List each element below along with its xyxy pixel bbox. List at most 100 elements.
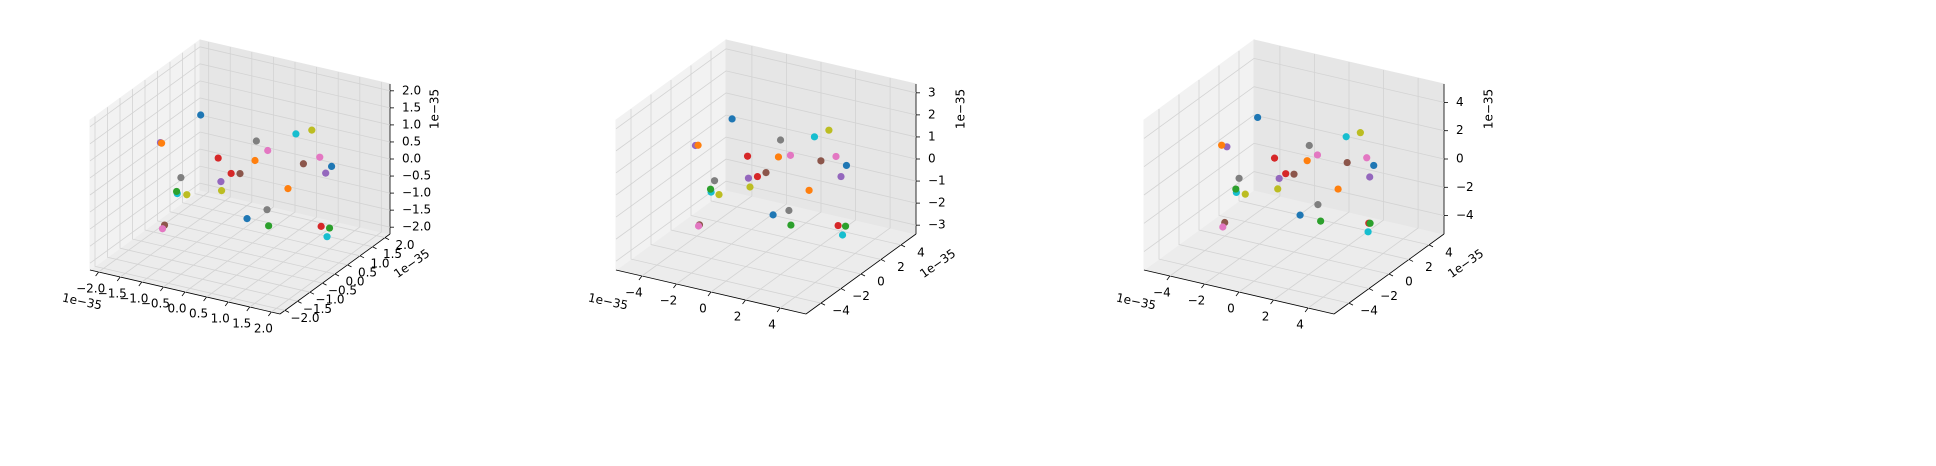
point	[825, 126, 833, 134]
point	[252, 137, 260, 145]
grid-line	[89, 148, 391, 230]
grid-line	[615, 180, 917, 262]
grid-line	[94, 116, 286, 311]
x-tick-label: 4	[1296, 318, 1304, 332]
x-tick-label: −2.0	[76, 282, 105, 296]
x-offset-text: 1e−35	[1115, 290, 1157, 312]
x-tick-label: 2	[734, 310, 742, 324]
point	[1303, 157, 1311, 165]
point	[1235, 174, 1243, 182]
z-offset-text: 1e−35	[428, 89, 442, 129]
x-tick-label: 1.5	[232, 317, 251, 331]
grid-line	[615, 136, 917, 218]
grid-line	[227, 72, 339, 303]
point	[265, 222, 273, 230]
point	[1270, 154, 1279, 162]
grid-line	[1143, 142, 1445, 224]
y-tick-label: 4	[917, 245, 925, 259]
grid-line	[157, 70, 348, 266]
z-tick-label: 0	[928, 152, 936, 166]
grid-line	[1158, 109, 1350, 304]
x-tick-label: 0.0	[167, 302, 186, 316]
z-tick-label: 2.0	[402, 83, 421, 97]
grid-line	[710, 50, 902, 246]
point	[728, 115, 736, 123]
grid-line	[1238, 62, 1350, 293]
point	[706, 185, 715, 193]
point	[710, 177, 719, 185]
y-tick	[384, 237, 390, 240]
point	[325, 224, 334, 232]
point	[785, 206, 793, 215]
point	[1317, 217, 1325, 225]
grid-line	[89, 131, 391, 213]
point	[774, 153, 783, 161]
grid-line	[670, 80, 862, 275]
grid-line	[141, 52, 253, 283]
z-tick-label: −2	[1456, 180, 1474, 194]
point	[1314, 201, 1322, 209]
z-tick-label: 2	[928, 107, 936, 121]
point	[227, 169, 235, 178]
y-tick-label: −1.0	[315, 293, 344, 307]
grid-line	[98, 42, 210, 273]
y-tick	[347, 264, 352, 268]
grid-line	[169, 61, 361, 257]
point	[837, 172, 845, 181]
y-tick	[322, 282, 327, 286]
y-tick-label: 2	[1425, 260, 1433, 274]
point	[832, 152, 840, 161]
point	[157, 139, 166, 147]
grid-line	[1143, 57, 1445, 139]
point	[1219, 223, 1227, 231]
x-tick	[246, 306, 251, 312]
point	[805, 186, 813, 194]
y-tick-label: −2.0	[290, 311, 319, 325]
point	[1366, 219, 1374, 227]
grid-line	[89, 165, 391, 247]
x-tick-label: 2	[1262, 310, 1270, 324]
y-tick-label: 1.5	[383, 247, 402, 261]
x-tick-label: 2.0	[254, 322, 273, 336]
point	[744, 174, 753, 182]
y-tick	[840, 288, 846, 291]
point	[769, 211, 777, 219]
grid-line	[249, 77, 361, 308]
point	[810, 133, 819, 141]
point	[284, 185, 292, 193]
grid-line	[615, 114, 917, 196]
grid-line	[1143, 171, 1445, 252]
z-tick-label: −1.0	[402, 186, 431, 200]
point	[292, 130, 300, 138]
grid-line	[182, 52, 373, 248]
grid-line	[615, 70, 917, 152]
grid-line	[89, 46, 391, 128]
x-tick	[224, 301, 229, 307]
x-tick	[673, 283, 677, 289]
x-tick	[116, 276, 121, 282]
point	[1356, 129, 1364, 137]
point	[1254, 113, 1262, 122]
point	[251, 156, 259, 165]
grid-line	[89, 63, 391, 145]
point	[746, 183, 754, 191]
grid-line	[1143, 86, 1445, 168]
point	[1241, 190, 1249, 198]
grid-line	[630, 109, 822, 304]
y-tick	[309, 291, 315, 295]
x-tick	[95, 271, 99, 277]
point	[1274, 185, 1282, 193]
y-tick-label: 0	[877, 275, 885, 289]
point	[1364, 228, 1372, 236]
point	[158, 225, 167, 233]
grid-line	[745, 70, 856, 301]
x-tick	[138, 281, 143, 287]
point	[1366, 173, 1374, 181]
grid-line	[1143, 114, 1445, 196]
y-tick-label: −2	[852, 289, 870, 303]
point	[1343, 158, 1351, 167]
point	[243, 215, 251, 223]
x-tick-label: 1.0	[211, 312, 230, 326]
